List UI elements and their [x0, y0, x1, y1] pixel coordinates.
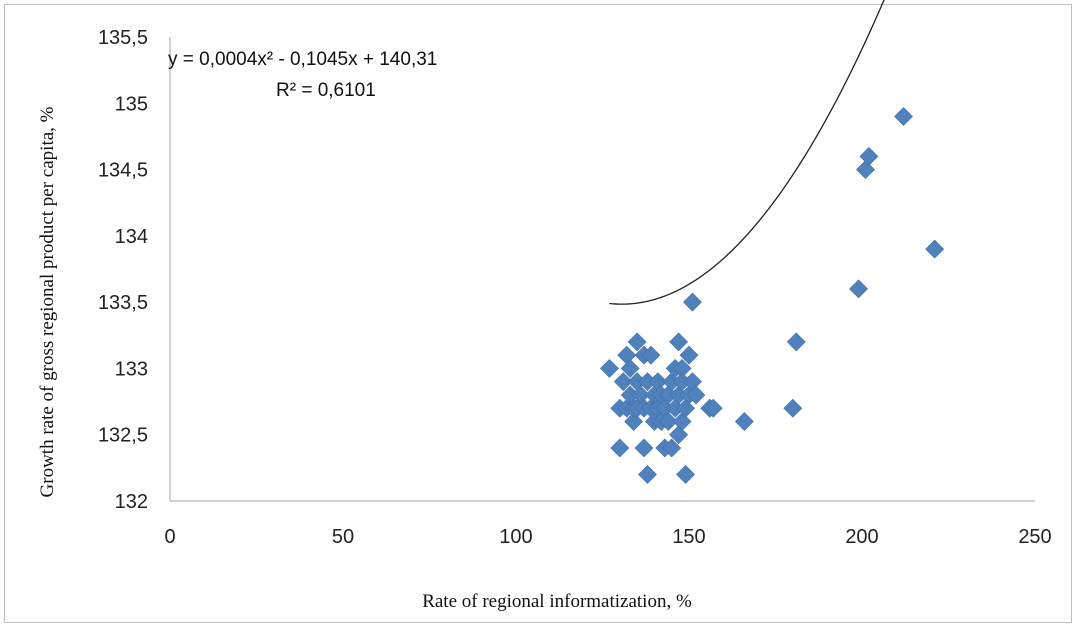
data-point — [620, 359, 640, 378]
data-point — [627, 332, 647, 352]
y-tick-label: 135 — [115, 93, 148, 115]
data-point — [624, 412, 644, 431]
data-point — [669, 425, 689, 445]
data-point — [786, 332, 806, 352]
data-point — [856, 160, 875, 179]
data-point — [676, 398, 695, 418]
data-point — [783, 398, 803, 418]
data-point — [599, 359, 619, 378]
x-tick-label: 100 — [499, 526, 532, 548]
data-point — [683, 292, 702, 312]
data-point — [610, 438, 630, 458]
data-point — [679, 345, 699, 365]
data-point — [638, 465, 657, 484]
data-point — [613, 372, 633, 392]
y-tick-labels: 132 132,5 133 133,5 134 134,5 135 135,5 — [98, 27, 148, 513]
y-tick-label: 132 — [115, 491, 148, 513]
x-axis-title: Rate of regional informatization, % — [422, 591, 692, 612]
trendline-equation: y = 0,0004x² - 0,1045x + 140,31 — [168, 49, 437, 70]
x-tick-labels: 0 50 100 150 200 250 — [164, 526, 1051, 548]
data-point — [662, 438, 682, 458]
data-point — [686, 385, 706, 405]
data-point — [849, 279, 868, 299]
data-point — [658, 412, 678, 431]
data-point — [925, 239, 945, 259]
data-point — [859, 146, 879, 166]
data-point — [634, 438, 654, 458]
data-point — [734, 412, 754, 431]
data-point — [617, 345, 637, 365]
trendline-r-squared: R² = 0,6101 — [276, 80, 376, 101]
trendline — [609, 0, 885, 305]
data-points — [599, 107, 945, 484]
y-axis-title: Growth rate of gross regional product pe… — [37, 106, 58, 497]
y-tick-label: 133 — [115, 358, 148, 380]
y-tick-label: 134,5 — [98, 160, 148, 182]
x-tick-label: 0 — [164, 526, 175, 548]
y-tick-label: 135,5 — [98, 27, 148, 49]
data-point — [676, 465, 695, 484]
data-point — [669, 332, 689, 352]
data-point — [683, 372, 702, 392]
x-tick-label: 200 — [845, 526, 878, 548]
data-point — [672, 412, 692, 431]
y-tick-label: 132,5 — [98, 425, 148, 447]
data-point — [641, 345, 661, 365]
y-tick-label: 134 — [115, 226, 148, 248]
x-tick-label: 250 — [1018, 526, 1051, 548]
data-point — [894, 107, 913, 126]
y-tick-label: 133,5 — [98, 292, 148, 314]
data-point — [703, 398, 723, 418]
x-tick-label: 50 — [332, 526, 354, 548]
chart-frame — [4, 4, 1072, 623]
x-tick-label: 150 — [672, 526, 705, 548]
